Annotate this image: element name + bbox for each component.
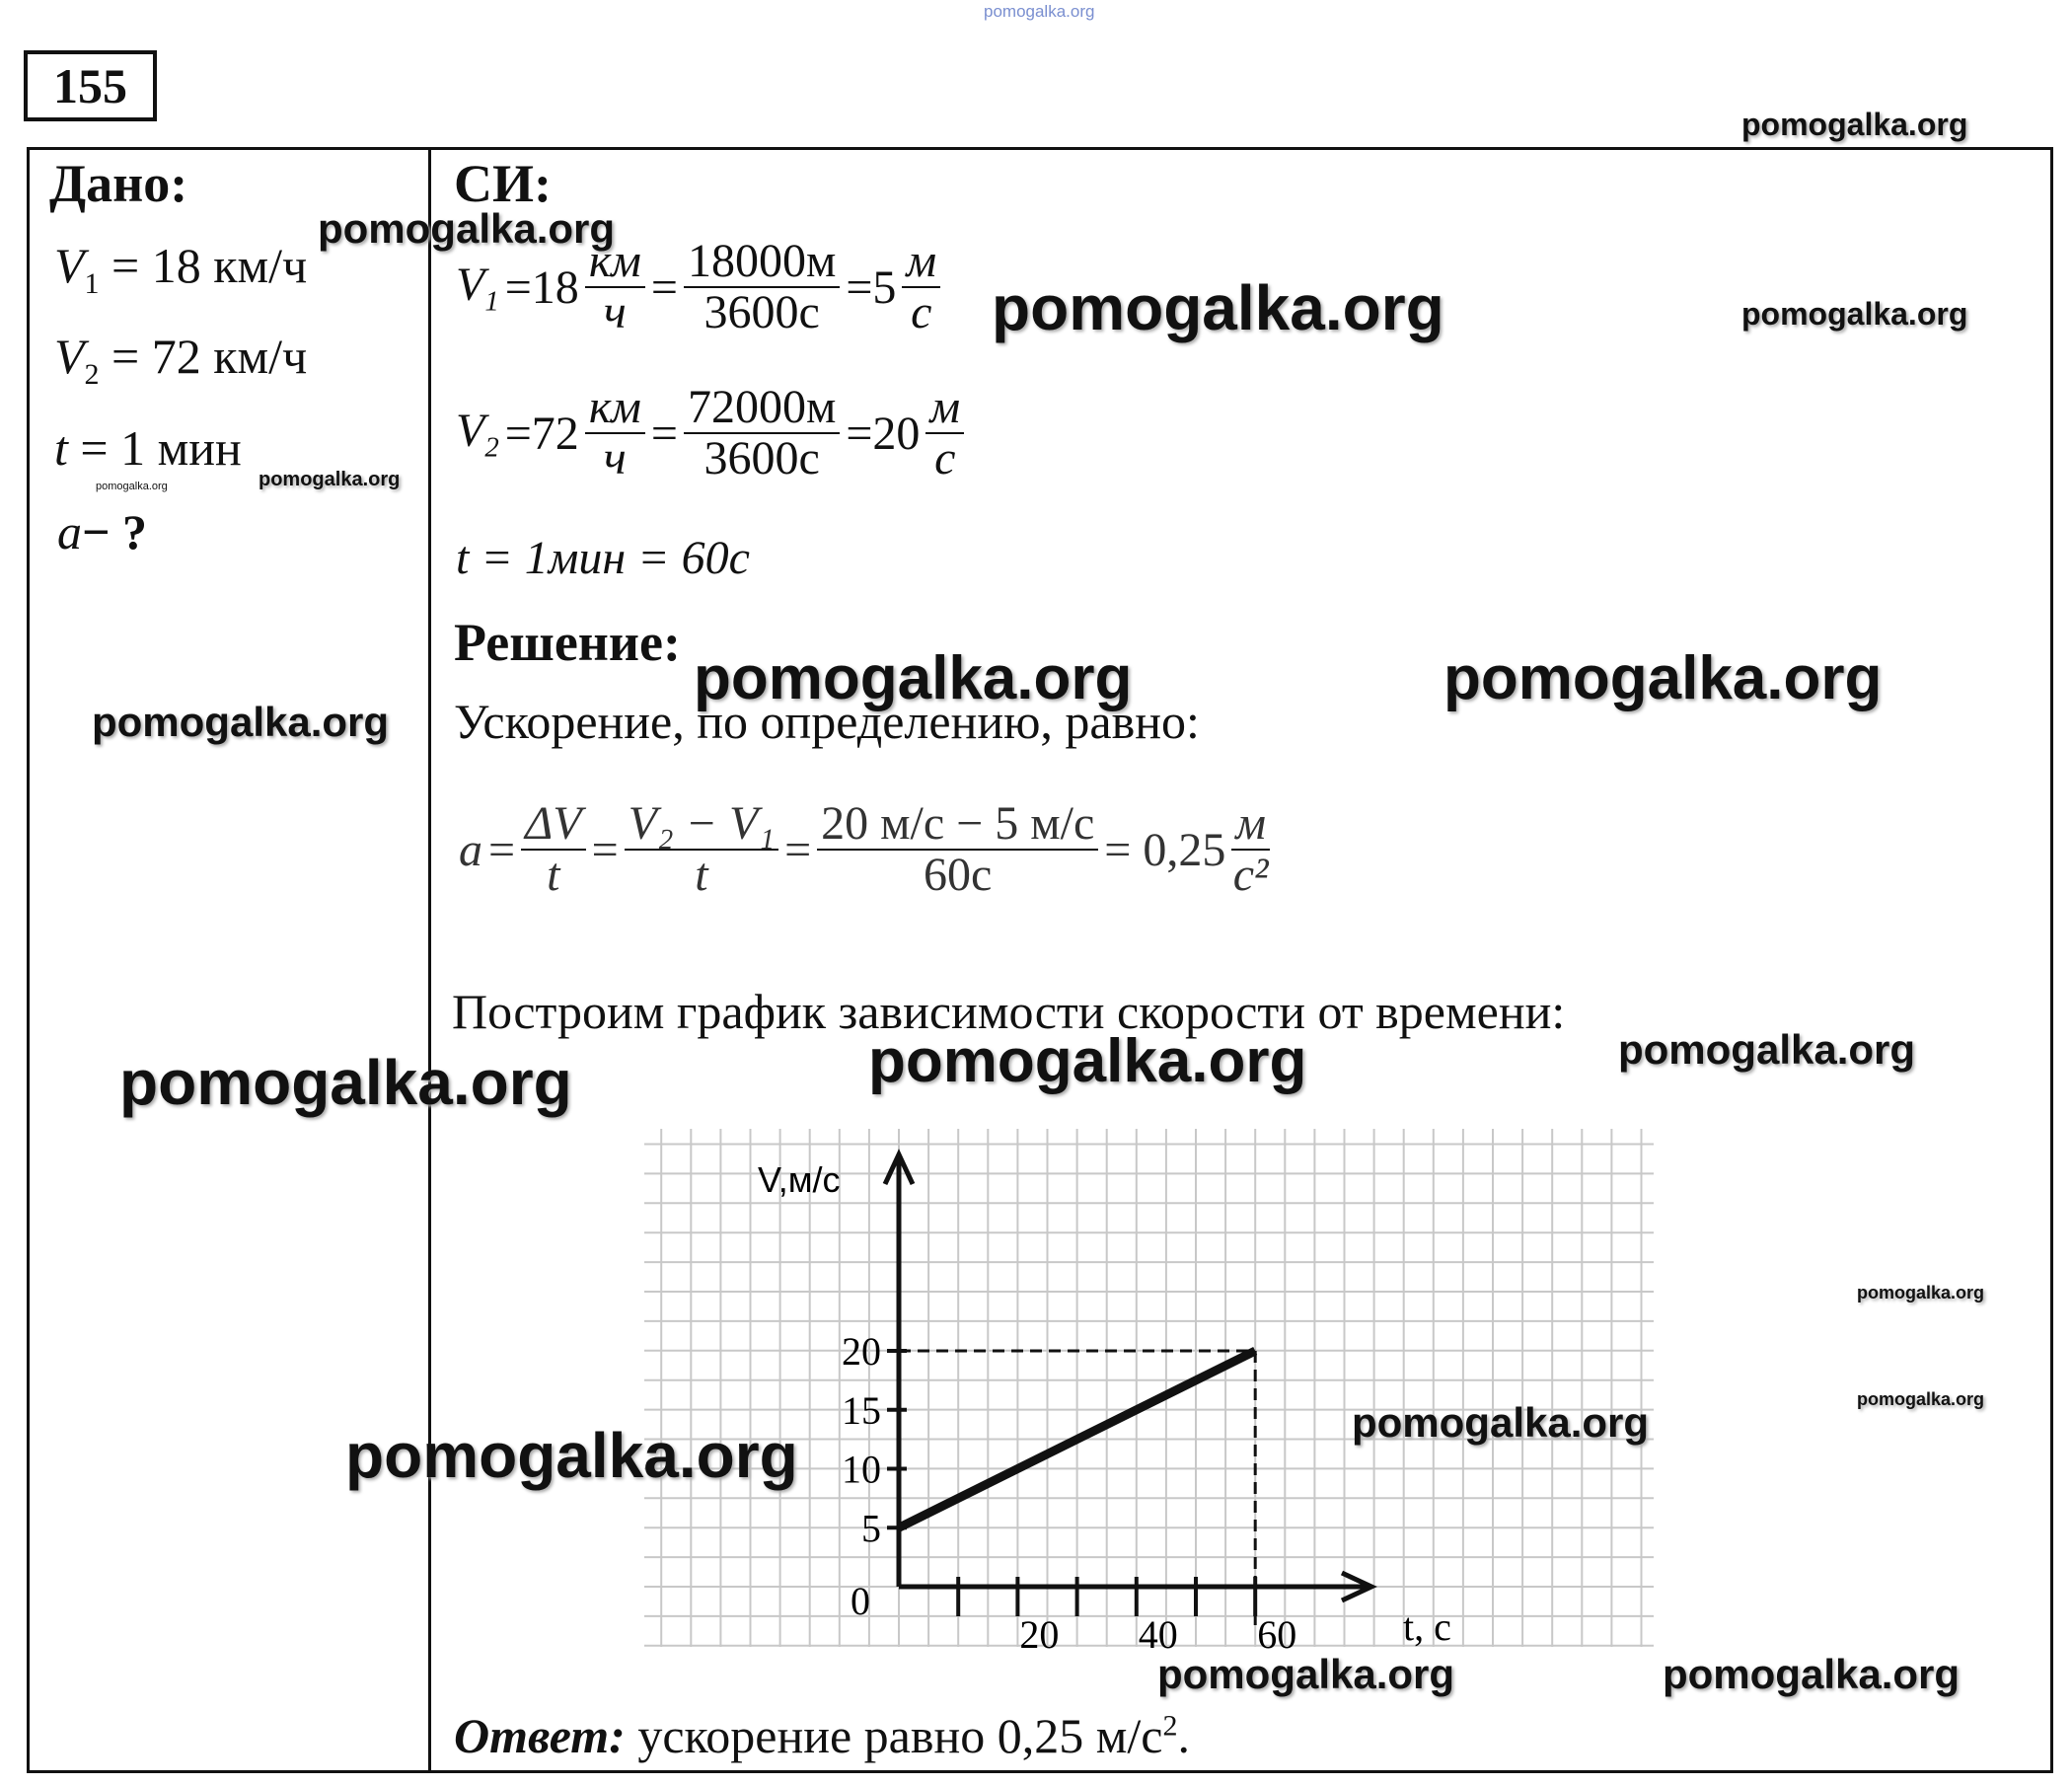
sub: 1 [84, 267, 100, 300]
solution-title: Решение: [454, 613, 681, 672]
watermark: pomogalka.org [1857, 1283, 1985, 1302]
watermark: pomogalka.org [1663, 1651, 1961, 1697]
y-tick-label: 10 [842, 1448, 881, 1492]
watermark: pomogalka.org [868, 1027, 1307, 1095]
given-v1: V1 = 18 км/ч [54, 237, 307, 301]
problem-number: 155 [24, 50, 157, 121]
watermark: pomogalka.org [119, 1047, 572, 1118]
watermark: pomogalka.org [694, 644, 1133, 712]
fraction: 18000м 3600с [683, 236, 841, 338]
fraction: 20 м/с − 5 м/с 60с [817, 798, 1099, 901]
watermark: pomogalka.org [1443, 644, 1883, 712]
solution-intro: Ускорение, по определению, равно: [454, 694, 1200, 749]
x-axis-arrow-icon [1340, 1570, 1377, 1603]
eq: =72 [504, 407, 579, 460]
eq: =18 [504, 260, 579, 314]
fraction: V₂ − V₁ t [624, 798, 779, 901]
question: − ? [82, 504, 147, 559]
watermark: pomogalka.org [1741, 296, 1968, 332]
velocity-line [896, 1346, 1258, 1532]
column-divider [428, 147, 431, 1770]
watermark: pomogalka.org [984, 2, 1095, 21]
fraction: км ч [584, 236, 645, 338]
v-symbol: V [54, 329, 85, 384]
x-tick-label: 20 [1019, 1612, 1059, 1657]
value: = 1 мин [80, 420, 242, 476]
a-symbol: a [57, 504, 82, 559]
y-tick-label: 15 [842, 1388, 881, 1433]
watermark: pomogalka.org [96, 481, 168, 492]
watermark: pomogalka.org [1352, 1399, 1650, 1446]
origin-label: 0 [851, 1579, 870, 1623]
graph-intro: Построим график зависимости скорости от … [452, 984, 1566, 1039]
answer: Ответ: ускорение равно 0,25 м/с2. [454, 1708, 1190, 1763]
si-t: t = 1мин = 60с [456, 532, 750, 584]
value: = 72 км/ч [111, 329, 308, 384]
y-axis-label: V,м/с [758, 1159, 840, 1200]
v-symbol: V [54, 238, 85, 293]
sub: 2 [84, 358, 100, 391]
answer-text: ускорение равно 0,25 м/с [637, 1708, 1163, 1763]
x-tick-label: 40 [1139, 1612, 1178, 1657]
acceleration-formula: a = ΔV t = V₂ − V₁ t = 20 м/с − 5 м/с 60с = 0,… [459, 797, 1270, 902]
y-tick-label: 20 [842, 1329, 881, 1374]
answer-sup: 2 [1162, 1709, 1178, 1743]
fraction: м с² [1231, 797, 1270, 902]
watermark: pomogalka.org [345, 1420, 798, 1491]
watermark: pomogalka.org [1157, 1651, 1455, 1697]
x-axis-label: t, с [1403, 1604, 1451, 1649]
si-title: СИ: [454, 154, 552, 213]
watermark: pomogalka.org [1857, 1389, 1985, 1409]
given-t: t = 1 мин [54, 419, 242, 477]
watermark: pomogalka.org [92, 699, 390, 745]
eq: =5 [846, 260, 897, 314]
given-v2: V2 = 72 км/ч [54, 328, 307, 392]
y-axis-arrow-icon [882, 1149, 916, 1186]
y-tick-label: 5 [861, 1506, 881, 1550]
answer-label: Ответ: [454, 1708, 626, 1763]
given-unknown: a− ? [57, 503, 147, 560]
t-symbol: t [54, 420, 68, 476]
v-symbol: V1 [456, 258, 499, 318]
given-title: Дано: [49, 154, 188, 213]
watermark: pomogalka.org [259, 469, 401, 490]
watermark: pomogalka.org [992, 272, 1444, 343]
solution-table [27, 147, 2053, 1773]
watermark: pomogalka.org [1741, 107, 1968, 142]
watermark: pomogalka.org [318, 205, 616, 252]
watermark: pomogalka.org [1618, 1026, 1916, 1073]
grid [644, 1129, 1654, 1647]
fraction: км ч [584, 382, 645, 484]
fraction: ΔV t [521, 798, 586, 901]
fraction: 72000м 3600с [683, 382, 841, 484]
value: = 18 км/ч [111, 238, 308, 293]
eq: =20 [846, 407, 921, 460]
x-tick-label: 60 [1257, 1612, 1296, 1657]
v-symbol: V2 [456, 404, 499, 464]
